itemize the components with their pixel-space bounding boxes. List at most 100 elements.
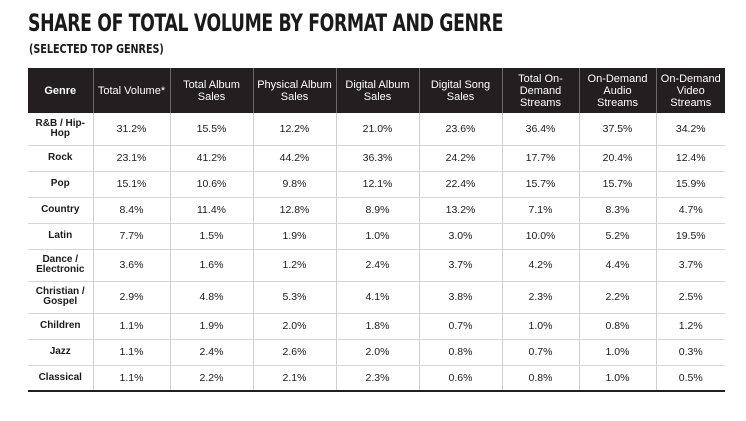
value-cell: 2.4%: [336, 249, 420, 282]
value-cell: 13.2%: [419, 197, 503, 224]
value-cell: 8.9%: [336, 197, 420, 224]
value-cell: 12.1%: [336, 171, 420, 198]
value-cell: 19.5%: [656, 223, 725, 250]
column-header-digital-album-sales: Digital Album Sales: [336, 68, 420, 113]
value-cell: 4.1%: [336, 281, 420, 314]
genre-cell: Christian / Gospel: [28, 281, 94, 314]
value-cell: 1.9%: [170, 313, 254, 340]
value-cell: 2.0%: [336, 339, 420, 366]
value-cell: 3.0%: [419, 223, 503, 250]
value-cell: 2.5%: [656, 281, 725, 314]
value-cell: 1.5%: [170, 223, 254, 250]
value-cell: 12.8%: [253, 197, 337, 224]
value-cell: 2.9%: [93, 281, 171, 314]
value-cell: 17.7%: [502, 145, 580, 172]
table-header-row: Genre Total Volume* Total Album Sales Ph…: [28, 68, 725, 113]
table-body: R&B / Hip-Hop 31.2% 15.5% 12.2% 21.0% 23.6% 36…: [28, 113, 725, 392]
value-cell: 22.4%: [419, 171, 503, 198]
value-cell: 5.2%: [579, 223, 657, 250]
value-cell: 2.4%: [170, 339, 254, 366]
value-cell: 2.3%: [502, 281, 580, 314]
value-cell: 1.6%: [170, 249, 254, 282]
table-row: Country 8.4% 11.4% 12.8% 8.9% 13.2% 7.1% 8.3% 4.…: [28, 197, 725, 224]
value-cell: 15.5%: [170, 113, 254, 146]
table-row: Christian / Gospel 2.9% 4.8% 5.3% 4.1% 3.8% 2.…: [28, 281, 725, 314]
value-cell: 3.8%: [419, 281, 503, 314]
genre-cell: Latin: [28, 223, 94, 250]
value-cell: 2.2%: [579, 281, 657, 314]
value-cell: 4.2%: [502, 249, 580, 282]
value-cell: 4.4%: [579, 249, 657, 282]
value-cell: 1.2%: [253, 249, 337, 282]
value-cell: 1.1%: [93, 339, 171, 366]
table-row: Latin 7.7% 1.5% 1.9% 1.0% 3.0% 10.0% 5.2% 19.5%: [28, 223, 725, 250]
genre-cell: Children: [28, 313, 94, 340]
value-cell: 36.4%: [502, 113, 580, 146]
value-cell: 8.3%: [579, 197, 657, 224]
value-cell: 15.9%: [656, 171, 725, 198]
value-cell: 3.7%: [419, 249, 503, 282]
value-cell: 15.7%: [502, 171, 580, 198]
value-cell: 1.0%: [579, 365, 657, 392]
genre-cell: Pop: [28, 171, 94, 198]
value-cell: 5.3%: [253, 281, 337, 314]
value-cell: 23.6%: [419, 113, 503, 146]
value-cell: 20.4%: [579, 145, 657, 172]
value-cell: 21.0%: [336, 113, 420, 146]
value-cell: 2.0%: [253, 313, 337, 340]
value-cell: 0.5%: [656, 365, 725, 392]
column-header-on-demand-video-streams: On-Demand Video Streams: [656, 68, 725, 113]
genre-cell: R&B / Hip-Hop: [28, 113, 94, 146]
value-cell: 1.0%: [336, 223, 420, 250]
value-cell: 0.8%: [419, 339, 503, 366]
value-cell: 4.8%: [170, 281, 254, 314]
value-cell: 15.7%: [579, 171, 657, 198]
genre-cell: Country: [28, 197, 94, 224]
column-header-total-on-demand-streams: Total On-Demand Streams: [502, 68, 580, 113]
value-cell: 0.7%: [419, 313, 503, 340]
value-cell: 0.3%: [656, 339, 725, 366]
value-cell: 41.2%: [170, 145, 254, 172]
value-cell: 4.7%: [656, 197, 725, 224]
value-cell: 1.2%: [656, 313, 725, 340]
column-header-on-demand-audio-streams: On-Demand Audio Streams: [579, 68, 657, 113]
value-cell: 9.8%: [253, 171, 337, 198]
genre-cell: Dance / Electronic: [28, 249, 94, 282]
column-header-genre: Genre: [28, 68, 94, 113]
value-cell: 2.6%: [253, 339, 337, 366]
column-header-total-volume: Total Volume*: [93, 68, 171, 113]
value-cell: 12.4%: [656, 145, 725, 172]
value-cell: 1.8%: [336, 313, 420, 340]
value-cell: 10.6%: [170, 171, 254, 198]
column-header-total-album-sales: Total Album Sales: [170, 68, 254, 113]
value-cell: 1.9%: [253, 223, 337, 250]
value-cell: 2.2%: [170, 365, 254, 392]
value-cell: 11.4%: [170, 197, 254, 224]
value-cell: 31.2%: [93, 113, 171, 146]
table-row: R&B / Hip-Hop 31.2% 15.5% 12.2% 21.0% 23.6% 36…: [28, 113, 725, 146]
value-cell: 24.2%: [419, 145, 503, 172]
value-cell: 37.5%: [579, 113, 657, 146]
genre-cell: Classical: [28, 365, 94, 392]
table-row: Dance / Electronic 3.6% 1.6% 1.2% 2.4% 3.7% 4.…: [28, 249, 725, 282]
column-header-physical-album-sales: Physical Album Sales: [253, 68, 337, 113]
value-cell: 12.2%: [253, 113, 337, 146]
genre-cell: Jazz: [28, 339, 94, 366]
value-cell: 8.4%: [93, 197, 171, 224]
page-subtitle: (SELECTED TOP GENRES): [29, 42, 164, 56]
value-cell: 23.1%: [93, 145, 171, 172]
table-row: Jazz 1.1% 2.4% 2.6% 2.0% 0.8% 0.7% 1.0% 0.3%: [28, 339, 725, 366]
genre-cell: Rock: [28, 145, 94, 172]
value-cell: 1.1%: [93, 365, 171, 392]
value-cell: 3.6%: [93, 249, 171, 282]
value-cell: 34.2%: [656, 113, 725, 146]
value-cell: 7.1%: [502, 197, 580, 224]
table-row: Children 1.1% 1.9% 2.0% 1.8% 0.7% 1.0% 0.8% 1.2%: [28, 313, 725, 340]
value-cell: 0.8%: [579, 313, 657, 340]
value-cell: 0.8%: [502, 365, 580, 392]
value-cell: 36.3%: [336, 145, 420, 172]
table-row: Rock 23.1% 41.2% 44.2% 36.3% 24.2% 17.7% 20.4% 1…: [28, 145, 725, 172]
page-title: SHARE OF TOTAL VOLUME BY FORMAT AND GENR…: [28, 9, 504, 37]
genre-share-table: Genre Total Volume* Total Album Sales Ph…: [28, 68, 725, 392]
value-cell: 1.0%: [579, 339, 657, 366]
